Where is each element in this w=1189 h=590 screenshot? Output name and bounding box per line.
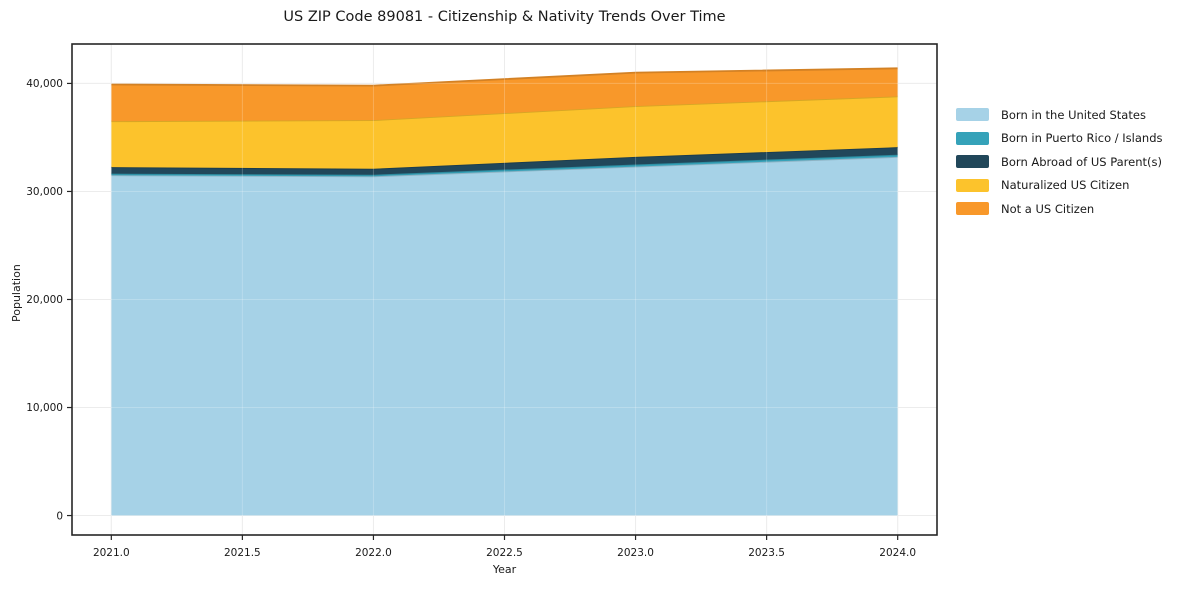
legend-label: Not a US Citizen — [1001, 201, 1095, 216]
x-tick-label: 2023.0 — [617, 547, 654, 559]
legend-swatch-icon — [956, 131, 989, 145]
legend-label: Naturalized US Citizen — [1001, 178, 1130, 193]
legend-label: Born Abroad of US Parent(s) — [1001, 154, 1162, 169]
y-tick-label: 0 — [56, 510, 63, 522]
x-tick-label: 2024.0 — [879, 547, 916, 559]
legend-item-0: Born in the United States — [956, 103, 1163, 127]
legend-item-2: Born Abroad of US Parent(s) — [956, 150, 1163, 174]
legend-label: Born in Puerto Rico / Islands — [1001, 131, 1163, 146]
area-series-2 — [111, 147, 898, 175]
legend-item-4: Not a US Citizen — [956, 197, 1163, 221]
y-tick-label: 40,000 — [26, 78, 63, 90]
legend-label: Born in the United States — [1001, 107, 1146, 122]
y-tick-label: 20,000 — [26, 294, 63, 306]
y-tick-label: 30,000 — [26, 186, 63, 198]
x-tick-label: 2023.5 — [748, 547, 785, 559]
legend-swatch-icon — [956, 108, 989, 122]
legend-swatch-icon — [956, 178, 989, 192]
legend: Born in the United States Born in Puerto … — [956, 103, 1163, 221]
x-axis-label: Year — [492, 563, 517, 576]
area-series-0 — [111, 156, 898, 516]
area-series-4 — [111, 68, 898, 122]
chart-title: US ZIP Code 89081 - Citizenship & Nativi… — [283, 9, 726, 25]
x-tick-label: 2021.0 — [93, 547, 130, 559]
legend-item-3: Naturalized US Citizen — [956, 174, 1163, 198]
x-tick-label: 2022.0 — [355, 547, 392, 559]
x-tick-label: 2021.5 — [224, 547, 261, 559]
area-edge-4 — [111, 67, 898, 87]
area-series-3 — [111, 96, 898, 169]
x-tick-label: 2022.5 — [486, 547, 523, 559]
y-tick-label: 10,000 — [26, 402, 63, 414]
legend-swatch-icon — [956, 155, 989, 169]
legend-item-1: Born in Puerto Rico / Islands — [956, 127, 1163, 151]
legend-swatch-icon — [956, 202, 989, 216]
y-axis-label: Population — [10, 264, 23, 322]
